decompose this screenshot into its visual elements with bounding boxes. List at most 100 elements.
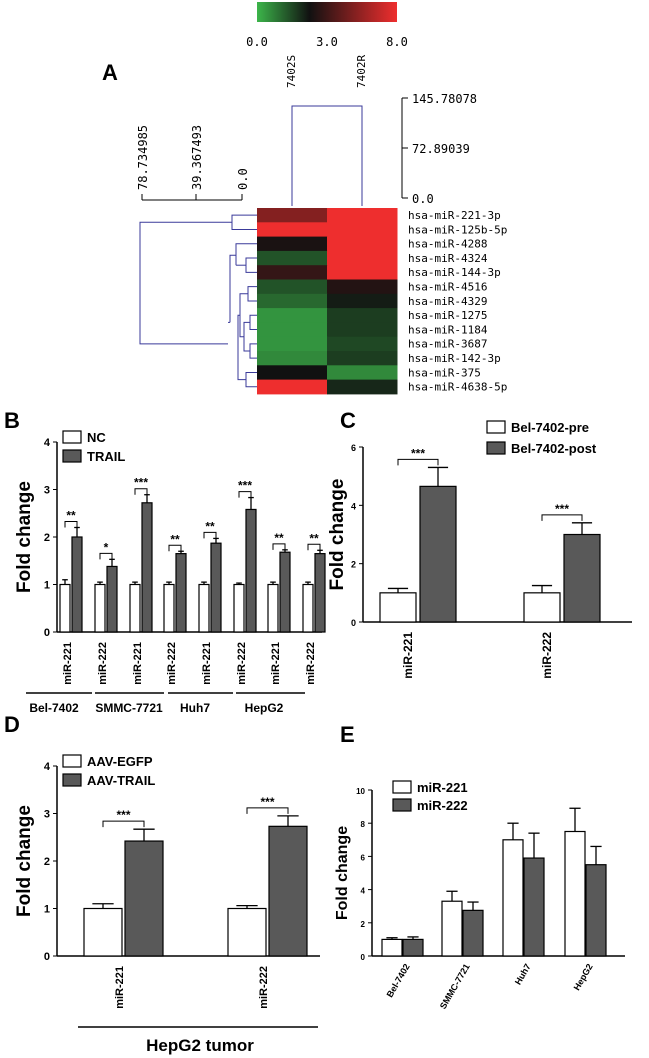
heatmap-col-label: 7402S [285,55,298,88]
y-tick-label: 6 [361,853,366,862]
panel-label-b: B [4,408,20,433]
bar [523,592,561,623]
row-dendrogram-branch [229,254,236,323]
heatmap-row-label: hsa-miR-4329 [408,295,487,308]
heatmap-cell [257,322,328,338]
group-label: SMMC-7721 [95,701,163,715]
bar [379,592,417,623]
heatmap-cell [327,293,398,309]
significance-bracket [272,543,286,550]
y-tick-label: 3 [44,485,50,497]
y-axis-label: Fold change [14,805,35,917]
heatmap-cell [327,351,398,366]
heatmap-col-label: 7402R [355,55,368,88]
significance-bracket [134,488,148,495]
y-tick-label: 4 [44,761,51,773]
significance-label: *** [238,479,252,493]
heatmap-cell [327,265,398,280]
x-tick-label: Bel-7402 [385,962,412,999]
significance-label: ** [66,509,76,523]
row-dendrogram-branch [249,343,257,359]
y-tick-label: 2 [44,532,50,544]
row-dendrogram-branch [247,286,257,302]
row-dendrogram-branch [243,321,250,352]
row-dendrogram-branch [249,314,257,331]
bar [210,542,222,633]
legend-swatch [486,441,506,455]
row-dendrogram-branch [139,221,232,345]
row-dendrogram-branch [231,214,257,230]
heatmap-row-label: hsa-miR-4638-5p [408,381,507,394]
legend-label: miR-221 [417,780,468,795]
y-tick-label: 3 [44,809,50,821]
bar [563,533,601,623]
x-tick-label: miR-222 [97,642,109,685]
bar [59,583,71,633]
panel-label-d: D [4,712,20,737]
colorbar-tick: 8.0 [386,35,408,49]
bar [302,583,314,633]
colorbar [257,2,397,22]
heatmap-cell [257,222,328,238]
x-tick-label: HepG2 [572,962,595,992]
heatmap-cell [257,351,328,366]
heatmap-cell [257,336,328,352]
bar [279,551,291,633]
y-tick-label: 2 [351,560,356,570]
row-dendrogram-branch [245,257,257,273]
x-tick-label: miR-221 [270,642,282,685]
column-dendrogram-scale-label: 145.78078 [412,92,477,106]
bar [198,583,210,633]
heatmap-cell [257,265,328,280]
y-tick-label: 4 [44,437,51,449]
heatmap-cell [327,222,398,238]
significance-label: *** [116,808,130,822]
group-label: HepG2 [245,701,284,715]
heatmap-row-label: hsa-miR-142-3p [408,352,501,365]
heatmap-cell [327,322,398,338]
significance-label: *** [411,446,425,460]
significance-bracket [246,807,289,814]
y-tick-label: 0 [44,627,50,639]
bar [141,502,153,633]
panel-label-a: A [102,60,118,85]
bar [129,583,141,633]
x-tick-label: miR-221 [132,642,144,685]
heatmap-row-label: hsa-miR-144-3p [408,266,501,279]
bar [564,830,586,957]
significance-bracket [541,514,583,521]
significance-bracket [307,543,321,551]
legend-label: AAV-TRAIL [87,773,155,788]
legend-label: Bel-7402-post [511,441,597,456]
heatmap-cell [257,279,328,295]
panel-label-e: E [340,722,355,747]
heatmap-row-label: hsa-miR-375 [408,366,481,379]
row-dendrogram-branch [245,371,257,388]
legend-label: NC [87,430,106,445]
legend-swatch [62,773,82,787]
significance-bracket [168,544,182,552]
legend-swatch [392,798,412,812]
legend-swatch [62,430,82,444]
bar [267,583,279,633]
heatmap-cell [327,379,398,395]
bar [268,825,308,957]
heatmap-row-label: hsa-miR-1275 [408,309,487,322]
significance-label: *** [260,795,274,809]
bar [83,907,123,957]
heatmap-row-label: hsa-miR-4288 [408,238,487,251]
bar [419,485,457,623]
bar [106,565,118,633]
bar [402,938,424,957]
heatmap-row-label: hsa-miR-4516 [408,281,487,294]
row-dendrogram-scale-label: 39.367493 [190,125,204,190]
significance-label: ** [205,519,215,533]
x-tick-label: Huh7 [513,962,533,986]
bar [441,900,463,957]
y-axis-label: Fold change [334,826,351,920]
bar [94,583,106,633]
y-tick-label: 10 [356,787,365,796]
significance-bracket [203,531,217,539]
group-label: HepG2 tumor [146,1036,254,1055]
